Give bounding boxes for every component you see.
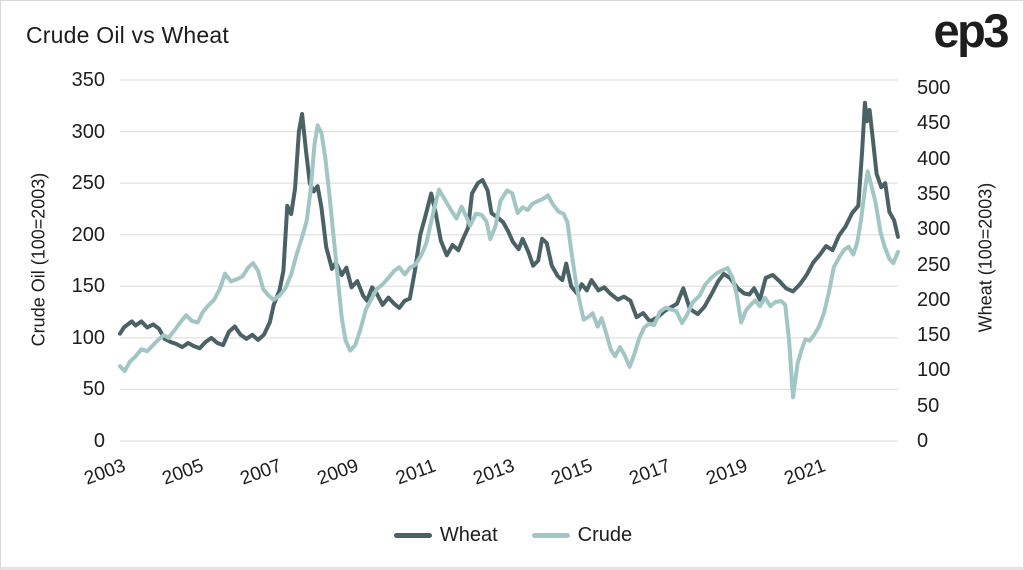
left-axis-tick-label: 50 — [82, 378, 105, 401]
x-axis-tick-label: 2005 — [159, 455, 207, 490]
right-axis-tick-label: 350 — [917, 182, 951, 205]
x-axis-tick-label: 2009 — [314, 455, 362, 490]
crude-line-series — [118, 123, 900, 400]
x-axis-tick-label: 2017 — [626, 455, 674, 490]
right-axis-tick-label: 0 — [917, 430, 929, 452]
left-axis-tick-label: 0 — [93, 430, 105, 452]
x-axis-tick-label: 2007 — [237, 455, 285, 490]
x-axis-tick-label: 2013 — [470, 455, 518, 490]
right-axis-tick-label: 200 — [917, 288, 951, 311]
x-axis-tick-label: 2019 — [703, 455, 751, 490]
right-axis-tick-label: 500 — [917, 77, 951, 99]
x-axis-tick-label: 2011 — [393, 455, 439, 490]
x-axis-tick-label: 2015 — [548, 455, 596, 490]
x-axis-tick-label: 2021 — [781, 455, 829, 490]
legend-item-crude[interactable]: Crude — [531, 524, 633, 547]
left-axis-tick-label: 150 — [71, 275, 105, 298]
legend-label-crude: Crude — [577, 524, 633, 546]
chart-legend: Wheat Crude — [1, 524, 1023, 547]
legend-swatch-crude — [531, 533, 570, 538]
right-axis-tick-label: 150 — [917, 324, 951, 347]
chart-title: Crude Oil vs Wheat — [26, 22, 229, 48]
left-axis-tick-label: 100 — [71, 326, 105, 349]
right-axis-tick-label: 450 — [917, 112, 951, 135]
right-axis-tick-label: 50 — [917, 394, 940, 417]
x-axis-tick-label: 2003 — [81, 455, 129, 490]
wheat-line-series — [118, 100, 900, 351]
left-axis-tick-label: 250 — [71, 172, 105, 195]
left-axis-tick-label: 350 — [71, 69, 105, 91]
left-axis-tick-label: 200 — [71, 223, 105, 246]
right-axis-tick-label: 400 — [917, 147, 951, 170]
right-axis-tick-label: 300 — [917, 218, 951, 241]
right-axis-tick-label: 250 — [917, 253, 951, 276]
legend-swatch-wheat — [393, 533, 432, 538]
left-axis-tick-label: 300 — [71, 120, 105, 143]
legend-label-wheat: Wheat — [439, 524, 498, 546]
legend-item-wheat[interactable]: Wheat — [393, 524, 498, 547]
ep3-logo: ep3 — [933, 4, 1010, 57]
right-axis-tick-label: 100 — [917, 359, 951, 382]
